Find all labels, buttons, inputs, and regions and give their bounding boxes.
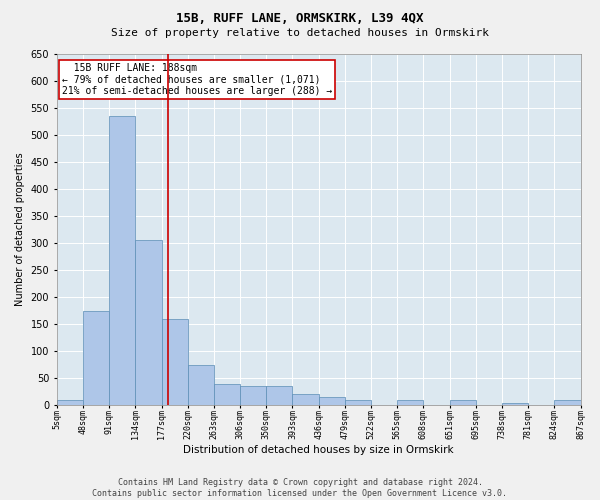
Bar [449, 400, 476, 406]
Text: Size of property relative to detached houses in Ormskirk: Size of property relative to detached ho… [111, 28, 489, 38]
Bar [83, 310, 109, 406]
Y-axis label: Number of detached properties: Number of detached properties [15, 153, 25, 306]
X-axis label: Distribution of detached houses by size in Ormskirk: Distribution of detached houses by size … [184, 445, 454, 455]
Bar [214, 384, 240, 406]
Text: Contains HM Land Registry data © Crown copyright and database right 2024.
Contai: Contains HM Land Registry data © Crown c… [92, 478, 508, 498]
Bar [319, 397, 345, 406]
Bar [240, 386, 266, 406]
Bar [266, 386, 292, 406]
Text: 15B RUFF LANE: 188sqm  
← 79% of detached houses are smaller (1,071)
21% of semi: 15B RUFF LANE: 188sqm ← 79% of detached … [62, 63, 332, 96]
Bar [188, 364, 214, 406]
Bar [136, 240, 161, 406]
Text: 15B, RUFF LANE, ORMSKIRK, L39 4QX: 15B, RUFF LANE, ORMSKIRK, L39 4QX [176, 12, 424, 26]
Bar [397, 400, 424, 406]
Bar [554, 400, 581, 406]
Bar [161, 319, 188, 406]
Bar [292, 394, 319, 406]
Bar [345, 400, 371, 406]
Bar [57, 400, 83, 406]
Bar [109, 116, 136, 406]
Bar [502, 402, 528, 406]
